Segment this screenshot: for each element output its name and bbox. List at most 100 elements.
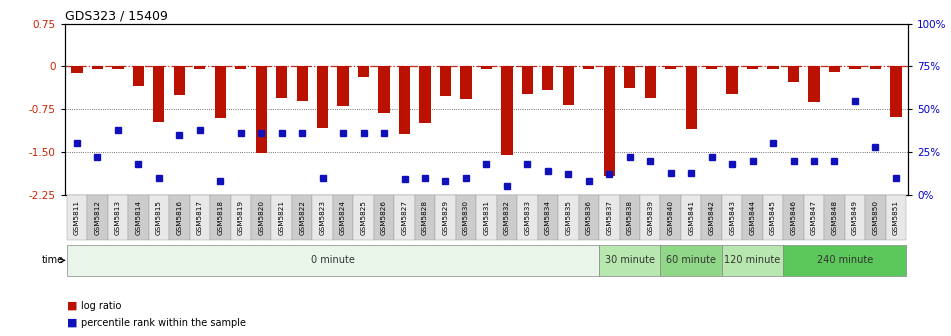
Bar	[624, 67, 635, 88]
Bar	[276, 67, 287, 98]
Bar	[297, 67, 308, 101]
Bar	[743, 195, 763, 240]
Bar	[133, 67, 144, 86]
Bar	[440, 67, 451, 96]
Text: GSM5812: GSM5812	[94, 200, 101, 235]
Bar	[706, 67, 717, 69]
Bar	[153, 67, 165, 122]
Bar	[804, 195, 825, 240]
Text: GSM5815: GSM5815	[156, 200, 162, 235]
Bar	[292, 195, 313, 240]
Bar	[338, 67, 349, 106]
Bar	[230, 195, 251, 240]
Bar	[702, 195, 722, 240]
Bar	[578, 195, 599, 240]
Bar	[256, 67, 267, 153]
Text: GSM5849: GSM5849	[852, 200, 858, 235]
Bar	[604, 67, 615, 176]
Bar	[599, 245, 660, 276]
Bar	[194, 67, 205, 69]
Bar	[619, 195, 640, 240]
Text: GSM5848: GSM5848	[831, 200, 838, 235]
Bar	[808, 67, 820, 102]
Bar	[537, 195, 558, 240]
Bar	[890, 67, 902, 117]
Text: GSM5817: GSM5817	[197, 200, 203, 235]
Bar	[522, 67, 533, 94]
Bar	[271, 195, 292, 240]
Text: GSM5829: GSM5829	[442, 200, 449, 235]
Bar	[415, 195, 436, 240]
Text: log ratio: log ratio	[81, 301, 121, 311]
Text: GSM5820: GSM5820	[259, 200, 264, 235]
Bar	[558, 195, 578, 240]
Text: GSM5850: GSM5850	[872, 200, 879, 235]
Text: time: time	[42, 255, 65, 265]
Text: GSM5835: GSM5835	[565, 200, 572, 235]
Text: GSM5836: GSM5836	[586, 200, 592, 235]
Bar	[210, 195, 230, 240]
Bar	[501, 67, 513, 155]
Bar	[67, 195, 87, 240]
Text: GSM5841: GSM5841	[689, 200, 694, 235]
Text: GSM5824: GSM5824	[340, 200, 346, 235]
Bar	[829, 67, 840, 72]
Bar	[599, 195, 619, 240]
Bar	[563, 67, 574, 105]
Text: GSM5842: GSM5842	[708, 200, 714, 235]
Text: GSM5830: GSM5830	[463, 200, 469, 235]
Text: GSM5828: GSM5828	[422, 200, 428, 235]
Bar	[169, 195, 189, 240]
Bar	[92, 67, 103, 69]
Bar	[71, 67, 83, 73]
Bar	[395, 195, 415, 240]
Text: GSM5827: GSM5827	[401, 200, 408, 235]
Text: GSM5816: GSM5816	[176, 200, 183, 235]
Bar	[174, 67, 184, 95]
Bar	[583, 67, 594, 69]
Bar	[235, 67, 246, 69]
Bar	[189, 195, 210, 240]
Bar	[844, 195, 865, 240]
Bar	[660, 245, 722, 276]
Text: GSM5814: GSM5814	[135, 200, 142, 235]
Bar	[885, 195, 906, 240]
Bar	[215, 67, 226, 118]
Text: GSM5831: GSM5831	[483, 200, 490, 235]
Text: ■: ■	[67, 318, 77, 328]
Bar	[763, 195, 784, 240]
Text: GSM5838: GSM5838	[627, 200, 632, 235]
Bar	[481, 67, 492, 69]
Bar	[112, 67, 124, 69]
Bar	[251, 195, 271, 240]
Bar	[358, 67, 369, 77]
Bar	[665, 67, 676, 69]
Text: GSM5826: GSM5826	[381, 200, 387, 235]
Text: GSM5840: GSM5840	[668, 200, 673, 235]
Text: GSM5833: GSM5833	[524, 200, 531, 235]
Bar	[436, 195, 456, 240]
Bar	[354, 195, 374, 240]
Text: GSM5821: GSM5821	[279, 200, 284, 235]
Text: GSM5818: GSM5818	[217, 200, 223, 235]
Bar	[870, 67, 881, 69]
Bar	[476, 195, 496, 240]
Bar	[496, 195, 517, 240]
Bar	[378, 67, 390, 113]
Text: GDS323 / 15409: GDS323 / 15409	[65, 9, 167, 23]
Bar	[542, 67, 553, 90]
Text: 60 minute: 60 minute	[667, 255, 716, 265]
Text: GSM5845: GSM5845	[770, 200, 776, 235]
Text: ■: ■	[67, 301, 77, 311]
Bar	[722, 195, 743, 240]
Bar	[681, 195, 702, 240]
Bar	[784, 195, 804, 240]
Text: GSM5851: GSM5851	[893, 200, 899, 235]
Bar	[374, 195, 395, 240]
Bar	[67, 245, 599, 276]
Bar	[317, 67, 328, 128]
Bar	[398, 67, 410, 134]
Text: GSM5846: GSM5846	[790, 200, 797, 235]
Text: GSM5819: GSM5819	[238, 200, 243, 235]
Text: GSM5834: GSM5834	[545, 200, 551, 235]
